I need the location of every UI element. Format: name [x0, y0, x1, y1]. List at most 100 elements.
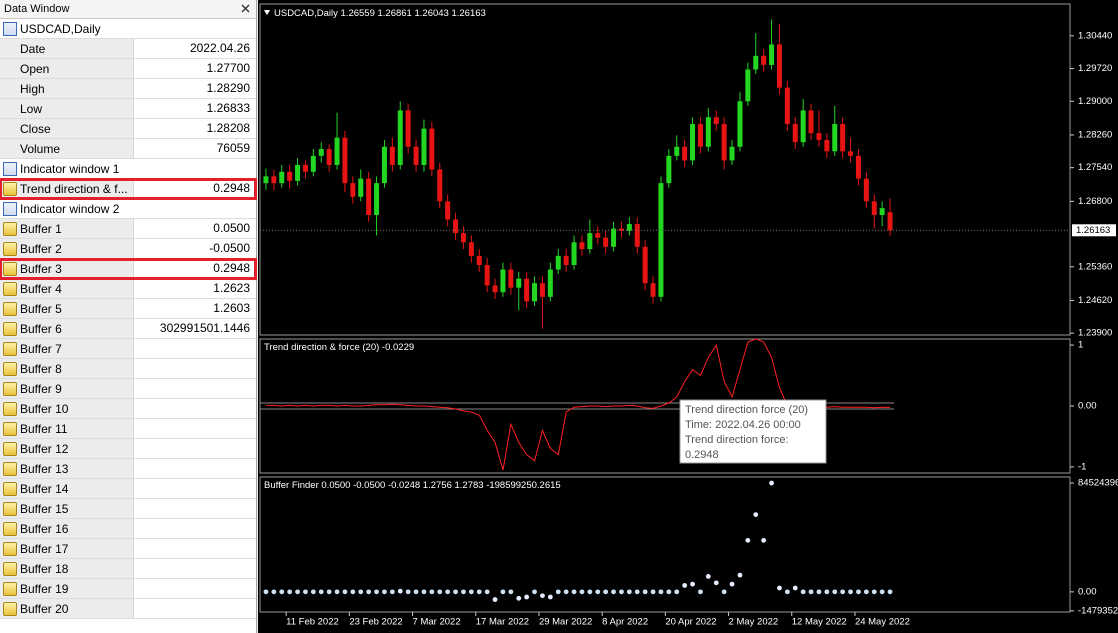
candle-body — [334, 137, 340, 165]
buffer-dot — [729, 581, 735, 587]
buffer-dot — [500, 589, 506, 595]
buffer-dot — [753, 512, 759, 518]
buffer-icon — [3, 321, 17, 336]
buffer-dot — [555, 589, 561, 595]
buffer-dot — [563, 589, 569, 595]
buffer-dot — [334, 589, 340, 595]
candle-body — [374, 183, 380, 215]
buffer-dot — [674, 589, 680, 595]
row-value: 1.28290 — [206, 81, 250, 95]
row-label-cell: Buffer 1 — [0, 219, 134, 238]
candle-body — [350, 183, 356, 197]
buffer-dot — [887, 589, 893, 595]
candle-body — [437, 169, 443, 202]
candle-body — [832, 124, 838, 152]
x-tick-label: 7 Mar 2022 — [413, 617, 461, 628]
buffer-dot — [271, 589, 277, 595]
data-row: Volume 76059 — [0, 139, 256, 159]
buffer-dot — [445, 589, 451, 595]
candle-body — [429, 128, 435, 170]
buffer-dot — [713, 580, 719, 586]
candle-body — [524, 278, 530, 302]
candle-body — [855, 155, 861, 179]
candle-body — [358, 178, 364, 197]
row-label: Buffer 15 — [20, 501, 69, 516]
row-label: Buffer 17 — [20, 541, 69, 556]
row-label-cell: Buffer 9 — [0, 379, 134, 398]
buffer-dot — [303, 589, 308, 595]
candle-body — [342, 137, 348, 184]
candle-body — [603, 237, 609, 247]
buffer-icon — [3, 181, 17, 196]
indicator-title: Trend direction & force (20) -0.0229 — [264, 342, 414, 353]
candle-body — [516, 278, 522, 288]
candle-body — [792, 124, 798, 143]
row-label-cell: Low — [0, 99, 134, 118]
x-tick-label: 23 Feb 2022 — [349, 617, 402, 628]
buffer-dot — [374, 589, 379, 595]
row-value-cell — [134, 419, 256, 438]
candle-body — [318, 149, 324, 156]
tooltip-line: Time: 2022.04.26 00:00 — [685, 419, 801, 431]
y-tick-label: 0.00 — [1078, 401, 1097, 412]
buffer-dot — [579, 589, 585, 595]
row-label: Buffer 20 — [20, 601, 69, 616]
buffer-dot — [421, 589, 427, 595]
row-value-cell: 1.2603 — [134, 299, 256, 318]
row-label: Buffer 10 — [20, 401, 69, 416]
row-value: -0.0500 — [209, 241, 250, 255]
buffer-dot — [690, 581, 695, 587]
y-tick-label: 0.00 — [1078, 586, 1097, 597]
buffer-dot — [350, 589, 356, 595]
row-value-cell — [134, 379, 256, 398]
buffer-dot — [263, 589, 269, 595]
candle-body — [697, 124, 703, 147]
indicator-name: Trend direction & force (20) — [264, 342, 379, 353]
buffer-dot — [382, 589, 387, 595]
candle-body — [634, 224, 640, 247]
buffer-icon — [3, 381, 17, 396]
row-label-cell: Buffer 15 — [0, 499, 134, 518]
candle-body — [871, 201, 877, 215]
row-label: Date — [20, 41, 46, 56]
row-value-cell — [134, 539, 256, 558]
buffer-dot — [856, 589, 861, 595]
row-label-cell: Buffer 20 — [0, 599, 134, 618]
tooltip-box — [679, 399, 827, 464]
buffer-dot — [682, 583, 688, 588]
candle-body — [784, 87, 790, 125]
candle-body — [769, 44, 775, 65]
candle-body — [579, 242, 585, 250]
buffer-dot — [405, 589, 411, 595]
row-label-cell: Buffer 7 — [0, 339, 134, 358]
x-tick-label: 12 May 2022 — [792, 617, 847, 628]
candle-body — [595, 233, 601, 238]
candle-body — [326, 149, 332, 165]
candle-body — [729, 146, 735, 161]
candle-body — [445, 201, 451, 220]
row-label: Buffer 4 — [20, 281, 62, 296]
data-row: Buffer 19 — [0, 579, 256, 599]
panel-frame — [259, 338, 1071, 474]
chart-menu-arrow[interactable] — [264, 10, 270, 15]
row-value: 1.2623 — [213, 281, 250, 295]
y-tick-label: 1.27540 — [1078, 162, 1112, 173]
row-label-cell: Buffer 18 — [0, 559, 134, 578]
buffer-dot — [784, 589, 790, 595]
buffer-dot — [879, 589, 885, 595]
chart-title: USDCAD,Daily 1.26559 1.26861 1.26043 1.2… — [274, 8, 486, 19]
candle-body — [674, 146, 680, 156]
data-row: Buffer 18 — [0, 559, 256, 579]
candle-body — [690, 124, 696, 161]
buffer-dot — [587, 589, 593, 595]
x-tick-label: 11 Feb 2022 — [286, 617, 339, 628]
data-row: Buffer 8 — [0, 359, 256, 379]
row-label: Buffer 5 — [20, 301, 62, 316]
candle-body — [547, 269, 553, 297]
buffer-dot — [816, 589, 822, 595]
data-row: Buffer 9 — [0, 379, 256, 399]
close-button[interactable] — [241, 4, 250, 13]
data-row: Trend direction & f... 0.2948 — [0, 178, 257, 200]
candle-body — [776, 44, 782, 88]
row-label: Buffer 1 — [20, 221, 62, 236]
